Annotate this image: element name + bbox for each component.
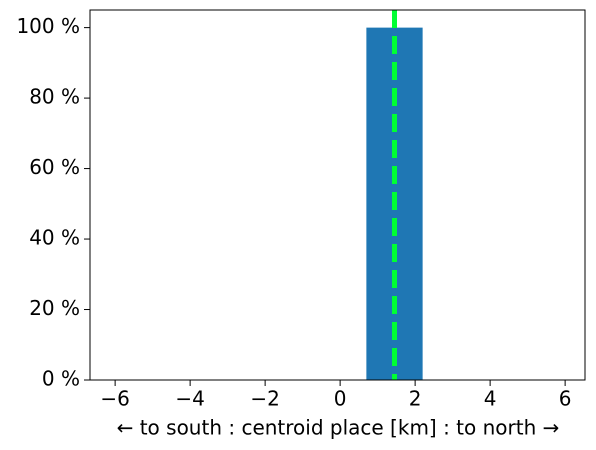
x-tick-label: 4 (484, 387, 497, 411)
y-tick-label: 0 % (42, 367, 80, 391)
x-tick-label: −2 (250, 387, 279, 411)
x-axis-label: ← to south : centroid place [km] : to no… (117, 416, 560, 440)
y-tick-label: 100 % (16, 14, 80, 38)
x-tick-label: −4 (175, 387, 204, 411)
y-tick-label: 80 % (29, 85, 80, 109)
x-tick-label: 0 (334, 387, 347, 411)
y-tick-label: 20 % (29, 296, 80, 320)
x-tick-label: 2 (409, 387, 422, 411)
y-tick-label: 60 % (29, 155, 80, 179)
plot-frame (89, 9, 586, 381)
y-tick-label: 40 % (29, 226, 80, 250)
x-tick-label: 6 (559, 387, 572, 411)
x-tick-label: −6 (100, 387, 129, 411)
